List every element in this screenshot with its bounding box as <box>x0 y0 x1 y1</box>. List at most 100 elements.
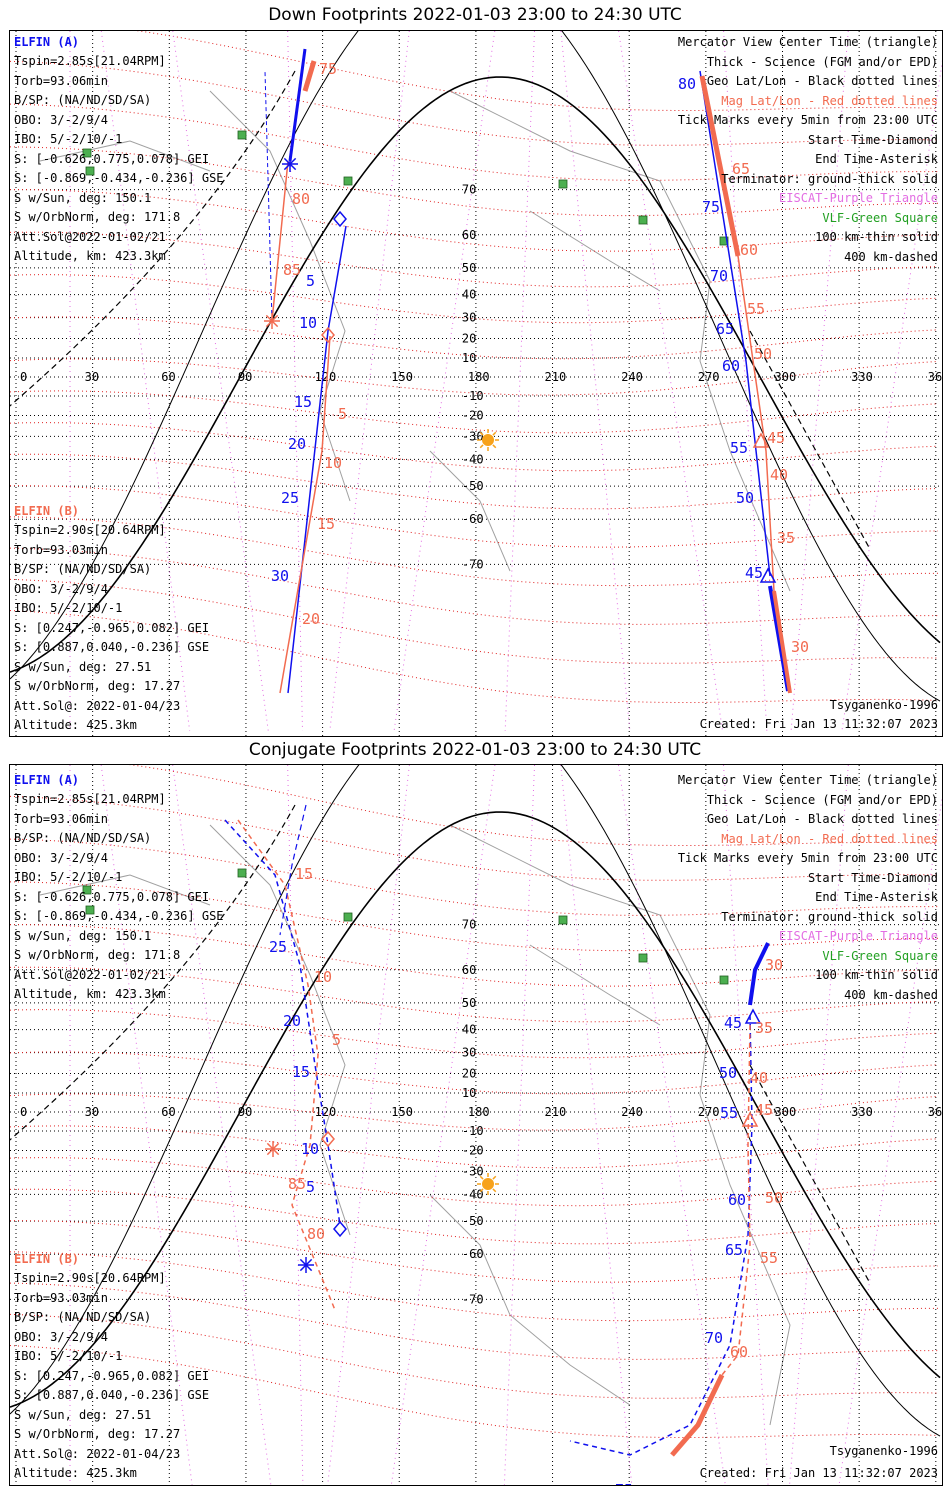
elfin-b-track <box>237 819 336 1311</box>
legend-item: EISCAT-Purple Triangle <box>779 929 938 943</box>
elfin-a-line: OBO: 3/-2/9/4 <box>14 112 108 127</box>
track-tick-label: 70 <box>705 1329 723 1347</box>
mag-parallel <box>10 881 939 952</box>
sun-icon <box>482 1178 494 1190</box>
elfin-a-line: IBO: 5/-2/10/-1 <box>14 870 123 884</box>
mag-parallel <box>10 1051 939 1095</box>
map-frame-down: 0306090120150180210240270300330360706050… <box>9 30 943 737</box>
elfin-b-track <box>271 160 289 322</box>
terminator-100km <box>10 765 941 1437</box>
mag-parallel <box>10 453 939 510</box>
elfin-a-line: Tspin=2.85s[21.04RPM] <box>14 54 166 68</box>
mag-parallel <box>10 610 939 703</box>
mag-parallel <box>10 146 939 217</box>
lat-tick-label: -60 <box>462 1247 484 1261</box>
track-tick-label: 55 <box>720 1104 738 1122</box>
coastline <box>429 450 511 572</box>
mag-meridian <box>723 765 769 1485</box>
mag-parallel <box>10 1188 939 1245</box>
track-tick-label: 50 <box>765 1189 783 1207</box>
track-tick-label: 65 <box>725 1241 743 1259</box>
elfin-b-line: OBO: 3/-2/9/4 <box>14 581 108 596</box>
track-tick-label: 20 <box>288 435 306 453</box>
vlf-station-square <box>237 130 247 140</box>
track-tick-label: 80 <box>292 190 310 208</box>
track-tick-label: 75 <box>319 60 337 78</box>
lon-tick-label: 360 <box>928 1105 942 1119</box>
coastline <box>529 210 661 292</box>
track-tick-label: 55 <box>747 300 765 318</box>
mag-meridian <box>100 765 193 1485</box>
sun-ray <box>479 1188 484 1193</box>
terminator-400km <box>749 1064 870 1282</box>
created-label: Created: Fri Jan 13 11:32:07 2023 <box>699 1466 938 1480</box>
elfin-b-line: Tspin=2.90s[20.64RPM] <box>14 523 166 537</box>
lon-tick-label: 30 <box>85 370 99 384</box>
mag-meridian <box>560 765 633 1485</box>
lat-tick-label: -20 <box>462 1143 484 1157</box>
legend-item: VLF-Green Square <box>822 210 938 225</box>
track-tick-label: 75 <box>615 1481 633 1485</box>
sun-ray <box>479 1175 484 1180</box>
track-tick-label: 25 <box>281 489 299 507</box>
lat-tick-label: 30 <box>462 1046 476 1060</box>
track-tick-label: 65 <box>716 320 734 338</box>
elfin-a-line: Altitude, km: 423.3km <box>14 987 166 1001</box>
mag-meridian <box>789 765 849 1485</box>
elfin-b-line: S: [0.247,-0.965,0.082] GEI <box>14 1368 210 1383</box>
mag-meridian <box>287 765 304 1485</box>
lat-tick-label: 10 <box>462 351 476 365</box>
mag-parallel <box>10 274 939 324</box>
track-tick-label: 5 <box>306 1178 315 1196</box>
lat-tick-label: 50 <box>462 996 476 1010</box>
legend-item: Mercator View Center Time (triangle) <box>677 773 938 787</box>
elfin-b-line: S: [0.887,0.040,-0.236] GSE <box>14 1388 210 1402</box>
lat-tick-label: 60 <box>462 228 476 242</box>
lon-tick-label: 330 <box>851 370 873 384</box>
elfin-a-line: S w/Sun, deg: 150.1 <box>14 928 152 943</box>
coastline <box>449 90 791 592</box>
end-time-asterisk <box>265 314 279 328</box>
panel-title-down: Down Footprints 2022-01-03 23:00 to 24:3… <box>268 5 682 25</box>
track-tick-label: 50 <box>736 489 754 507</box>
lat-tick-label: 20 <box>462 1067 476 1081</box>
legend-item: EISCAT-Purple Triangle <box>779 191 938 205</box>
mag-parallel <box>10 516 939 587</box>
vlf-station-square <box>719 236 729 246</box>
elfin-a-line: B/SP: (NA/ND/SD/SA) <box>14 93 152 107</box>
elfin-a-line: S w/Sun, deg: 150.1 <box>14 190 152 205</box>
lon-tick-label: 60 <box>161 370 175 384</box>
elfin-a-params: Tspin=2.85s[21.04RPM] Torb=93.06min B/SP… <box>14 793 224 1000</box>
track-tick-label: 45 <box>724 1014 742 1032</box>
mag-parallel <box>10 390 939 434</box>
lat-tick-label: -30 <box>462 429 484 443</box>
track-tick-label: 80 <box>307 1225 325 1243</box>
lon-tick-label: 240 <box>621 1105 643 1119</box>
start-time-diamond <box>333 210 347 228</box>
center-time-triangle <box>759 567 777 583</box>
center-time-triangle <box>741 1111 759 1127</box>
end-time-asterisk <box>266 1142 280 1156</box>
vlf-station-square <box>85 905 95 915</box>
legend-item: Mag Lat/Lon - Red dotted lines <box>721 93 938 108</box>
lat-tick-label: 20 <box>462 332 476 346</box>
elfin-b-line: S: [0.247,-0.965,0.082] GEI <box>14 620 210 635</box>
legend-item: Tick Marks every 5min from 23:00 UTC <box>677 113 938 127</box>
elfin-a-line: Att.Sol@2022-01-02/21 <box>14 229 166 244</box>
elfin-b-track <box>737 255 775 592</box>
elfin-a-line: OBO: 3/-2/9/4 <box>14 850 108 865</box>
lon-tick-label: 0 <box>20 1105 27 1119</box>
lon-tick-label: 330 <box>851 1105 873 1119</box>
vlf-station-square <box>558 915 568 925</box>
panel-title-conjugate: Conjugate Footprints 2022-01-03 23:00 to… <box>248 740 702 760</box>
mag-parallel <box>10 422 939 472</box>
legend-item: VLF-Green Square <box>822 948 938 963</box>
lat-tick-label: -20 <box>462 408 484 422</box>
vlf-station-square <box>237 868 247 878</box>
elfin-a-line: S: [-0.626,0.775,0.078] GEI <box>14 151 210 166</box>
track-tick-label: 30 <box>271 567 289 585</box>
lon-tick-label: 210 <box>545 370 567 384</box>
lon-tick-label: 300 <box>775 370 797 384</box>
track-tick-label: 50 <box>754 345 772 363</box>
track-tick-label: 5 <box>332 1031 341 1049</box>
